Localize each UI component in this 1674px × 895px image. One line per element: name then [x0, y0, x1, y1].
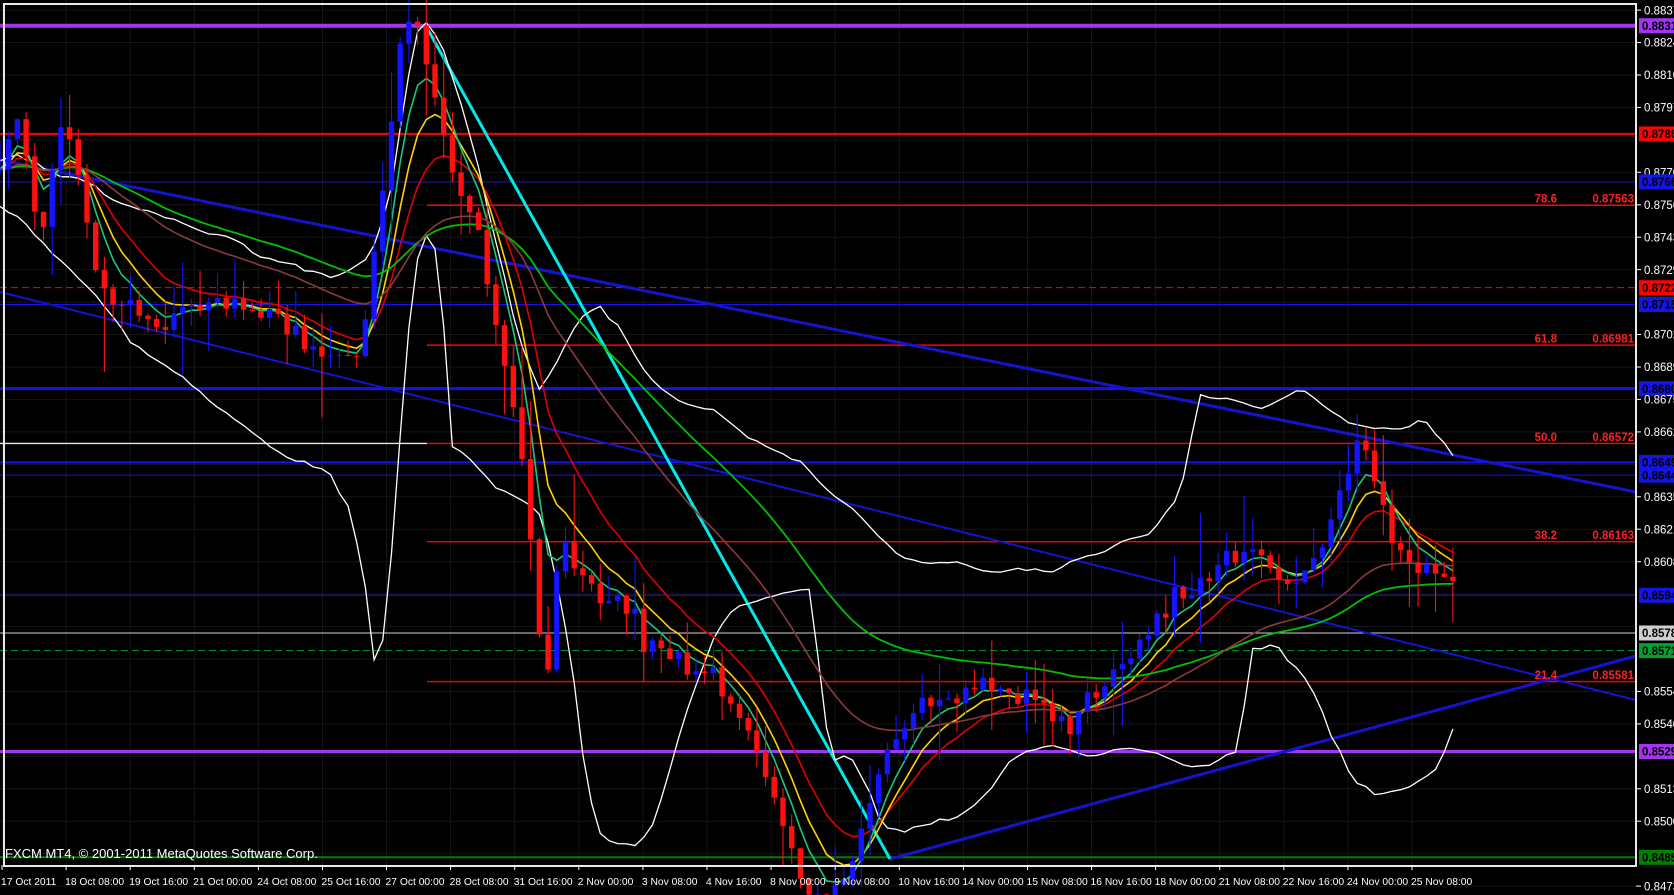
- svg-text:0.84730: 0.84730: [1644, 881, 1674, 893]
- svg-text:0.86215: 0.86215: [1644, 524, 1674, 536]
- svg-text:16 Nov 16:00: 16 Nov 16:00: [1091, 877, 1153, 888]
- svg-text:31 Oct 16:00: 31 Oct 16:00: [514, 877, 573, 888]
- svg-text:22 Nov 16:00: 22 Nov 16:00: [1283, 877, 1345, 888]
- svg-text:21 Oct 00:00: 21 Oct 00:00: [193, 877, 252, 888]
- svg-text:0.88375: 0.88375: [1644, 5, 1674, 17]
- svg-text:9 Nov 08:00: 9 Nov 08:00: [834, 877, 890, 888]
- svg-text:0.87430: 0.87430: [1644, 232, 1674, 244]
- svg-text:18 Nov 00:00: 18 Nov 00:00: [1155, 877, 1217, 888]
- svg-text:0.86755: 0.86755: [1644, 395, 1674, 407]
- svg-text:61.8: 61.8: [1535, 334, 1558, 346]
- svg-text:14 Nov 00:00: 14 Nov 00:00: [962, 877, 1024, 888]
- svg-text:0.86163: 0.86163: [1592, 530, 1634, 542]
- svg-text:38.2: 38.2: [1535, 530, 1557, 542]
- svg-text:25 Nov 08:00: 25 Nov 08:00: [1411, 877, 1473, 888]
- svg-text:0.86620: 0.86620: [1644, 427, 1674, 439]
- svg-text:3 Nov 08:00: 3 Nov 08:00: [642, 877, 698, 888]
- svg-text:0.86350: 0.86350: [1644, 492, 1674, 504]
- svg-text:2 Nov 00:00: 2 Nov 00:00: [578, 877, 634, 888]
- svg-text:0.85405: 0.85405: [1644, 719, 1674, 731]
- svg-text:21.4: 21.4: [1535, 670, 1558, 682]
- svg-text:8 Nov 00:00: 8 Nov 00:00: [770, 877, 826, 888]
- svg-text:0.86981: 0.86981: [1592, 334, 1634, 346]
- svg-text:FXCM MT4, © 2001-2011 MetaQuot: FXCM MT4, © 2001-2011 MetaQuotes Softwar…: [5, 846, 318, 861]
- svg-text:28 Oct 08:00: 28 Oct 08:00: [450, 877, 509, 888]
- svg-text:0.85000: 0.85000: [1644, 816, 1674, 828]
- svg-text:10 Nov 16:00: 10 Nov 16:00: [898, 877, 960, 888]
- svg-text:0.86572: 0.86572: [1592, 432, 1634, 444]
- svg-text:27 Oct 00:00: 27 Oct 00:00: [386, 877, 445, 888]
- svg-text:21 Nov 08:00: 21 Nov 08:00: [1219, 877, 1281, 888]
- svg-text:4 Nov 16:00: 4 Nov 16:00: [706, 877, 762, 888]
- svg-text:0.86890: 0.86890: [1644, 362, 1674, 374]
- svg-text:19 Oct 16:00: 19 Oct 16:00: [129, 877, 188, 888]
- svg-text:0.88105: 0.88105: [1644, 70, 1674, 82]
- svg-text:24 Nov 00:00: 24 Nov 00:00: [1347, 877, 1409, 888]
- svg-text:0.87295: 0.87295: [1644, 265, 1674, 277]
- svg-text:15 Nov 08:00: 15 Nov 08:00: [1027, 877, 1089, 888]
- svg-text:18 Oct 08:00: 18 Oct 08:00: [65, 877, 124, 888]
- svg-text:0.87025: 0.87025: [1644, 330, 1674, 342]
- svg-text:17 Oct 2011: 17 Oct 2011: [1, 877, 57, 888]
- svg-text:0.85783: 0.85783: [1642, 628, 1674, 640]
- svg-text:0.85135: 0.85135: [1644, 784, 1674, 796]
- svg-text:0.87565: 0.87565: [1644, 200, 1674, 212]
- svg-text:0.86080: 0.86080: [1644, 557, 1674, 569]
- svg-text:25 Oct 16:00: 25 Oct 16:00: [322, 877, 381, 888]
- svg-text:24 Oct 08:00: 24 Oct 08:00: [257, 877, 316, 888]
- svg-text:0.87970: 0.87970: [1644, 103, 1674, 115]
- svg-text:50.0: 50.0: [1535, 432, 1557, 444]
- svg-text:0.85540: 0.85540: [1644, 687, 1674, 699]
- svg-text:78.6: 78.6: [1535, 194, 1557, 206]
- svg-text:0.85581: 0.85581: [1592, 670, 1634, 682]
- svg-text:0.88240: 0.88240: [1644, 38, 1674, 50]
- svg-text:0.87563: 0.87563: [1592, 194, 1634, 206]
